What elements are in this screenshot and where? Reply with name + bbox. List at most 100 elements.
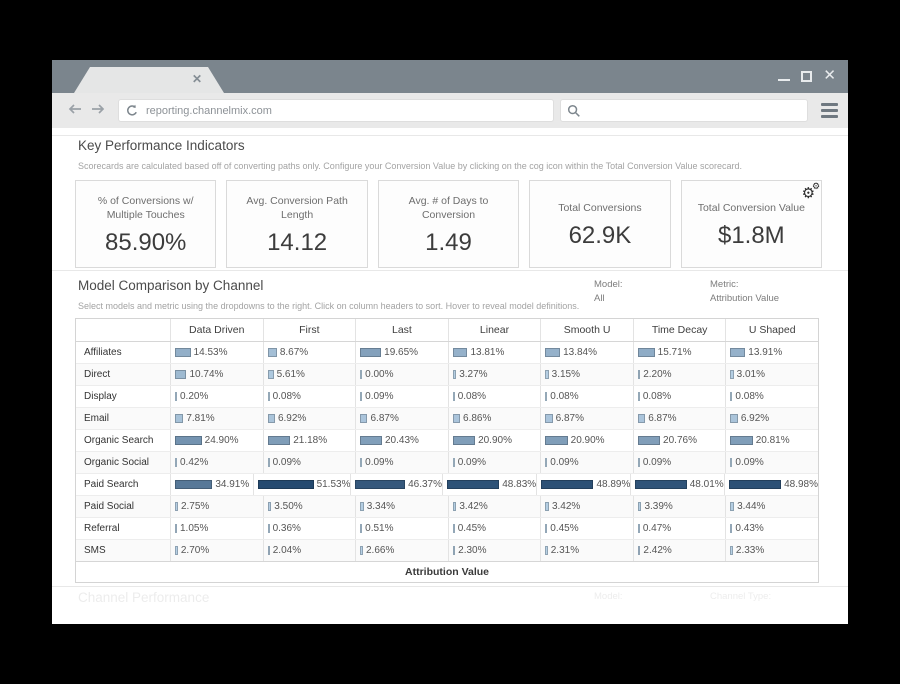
bar — [175, 458, 177, 467]
forward-icon[interactable] — [89, 101, 107, 117]
cell-value: 51.53% — [316, 479, 351, 490]
bar — [730, 524, 733, 533]
cell-value: 20.81% — [755, 435, 790, 446]
gear-icon[interactable]: ⚙ ⚙ — [801, 181, 821, 202]
cell-value: 20.90% — [478, 435, 512, 446]
table-header-cell[interactable]: U Shaped — [725, 319, 818, 341]
bar — [267, 370, 274, 379]
bar — [175, 524, 177, 533]
tab-close-icon[interactable]: ✕ — [191, 72, 202, 86]
bar — [175, 392, 177, 401]
kpi-card-value: 14.12 — [267, 228, 328, 256]
cell-value: 0.42% — [180, 457, 209, 468]
table-cell: 6.92% — [725, 408, 818, 429]
bar — [452, 370, 457, 379]
bar — [730, 348, 746, 357]
table-cell: 2.70% — [170, 540, 263, 561]
row-label: Organic Search — [84, 435, 154, 446]
kpi-card-label: Avg. Conversion Path Length — [246, 194, 348, 221]
cell-value: 46.37% — [408, 479, 443, 490]
table-cell: 3.42% — [540, 496, 633, 517]
cell-value: 0.09% — [457, 457, 487, 468]
cell-value: 0.00% — [365, 369, 394, 380]
row-label: Paid Search — [84, 479, 139, 490]
kpi-card: Avg. Conversion Path Length 14.12 — [226, 180, 368, 268]
divider — [52, 135, 848, 136]
cell-value: 3.34% — [366, 501, 396, 512]
table-cell: 0.00% — [355, 364, 448, 385]
address-input-wrap — [118, 99, 554, 122]
table-cell: 8.67% — [262, 342, 356, 363]
table-header-cell[interactable]: Time Decay — [632, 319, 726, 341]
cell-value: 0.09% — [735, 457, 764, 468]
browser-tab[interactable]: ✕ — [74, 67, 224, 93]
table-row: SMS 2.70% 2.04% 2.66% 2.30% 2.31% 2.42% 2.33% — [76, 539, 818, 561]
table-header-cell[interactable]: Linear — [447, 319, 541, 341]
cell-value: 0.47% — [642, 523, 672, 534]
bar — [637, 524, 640, 533]
bar — [360, 458, 363, 467]
table-cell: 10.74% — [170, 364, 263, 385]
refresh-icon[interactable] — [125, 104, 139, 118]
cell-value: 0.45% — [457, 523, 487, 534]
table-cell: 0.09% — [355, 452, 448, 473]
table-row: Referral 1.05% 0.36% 0.51% 0.45% 0.45% 0.47% 0.… — [76, 517, 818, 539]
table-header-cell[interactable]: Smooth U — [540, 319, 633, 341]
table-header-cell[interactable]: Last — [355, 319, 448, 341]
cell-value: 3.01% — [736, 369, 765, 380]
table-cell: 0.47% — [632, 518, 726, 539]
table-cell: 48.98% — [723, 474, 818, 495]
bar — [545, 458, 548, 467]
bar — [541, 480, 594, 489]
bar — [545, 524, 548, 533]
table-cell: 2.75% — [170, 496, 263, 517]
search-icon — [567, 104, 581, 118]
divider — [52, 270, 848, 271]
kpi-section-subtitle: Scorecards are calculated based off of c… — [78, 161, 743, 171]
cell-value: 24.90% — [204, 435, 239, 446]
bar — [730, 414, 738, 423]
search-input[interactable] — [587, 104, 801, 117]
bar — [728, 480, 782, 489]
kpi-card-value: $1.8M — [717, 221, 785, 249]
cell-value: 0.09% — [272, 457, 301, 468]
table-cell: 51.53% — [253, 474, 350, 495]
bar — [545, 348, 561, 357]
table-cell: 0.43% — [725, 518, 818, 539]
minimize-icon[interactable] — [778, 79, 791, 81]
bar — [360, 392, 363, 401]
address-input[interactable] — [146, 104, 547, 117]
metric-dropdown-value[interactable]: Attribution Value — [710, 293, 780, 304]
table-cell: 0.09% — [540, 452, 633, 473]
bar — [545, 414, 553, 423]
table-cell: 0.09% — [355, 386, 448, 407]
bar — [452, 524, 455, 533]
model-dropdown-value[interactable]: All — [594, 293, 605, 304]
bar — [730, 392, 733, 401]
back-icon[interactable] — [66, 101, 84, 117]
bar — [452, 436, 476, 445]
cell-value: 2.70% — [180, 545, 210, 556]
bar — [637, 392, 640, 401]
table-header-cell[interactable]: Data Driven — [170, 319, 263, 341]
metric-dropdown-label: Metric: — [710, 279, 739, 290]
bar — [730, 546, 733, 555]
table-cell: 48.83% — [442, 474, 536, 495]
row-label: Affiliates — [84, 347, 122, 358]
model-comparison-subtitle: Select models and metric using the dropd… — [78, 301, 580, 311]
table-cell: 2.66% — [355, 540, 448, 561]
row-label: Display — [84, 391, 117, 402]
kpi-card-value: 85.90% — [105, 228, 187, 256]
menu-icon[interactable] — [821, 103, 838, 118]
model-dropdown-label: Model: — [594, 279, 623, 290]
bar — [447, 480, 500, 489]
table-cell: 24.90% — [170, 430, 263, 451]
cell-value: 48.01% — [689, 479, 724, 490]
table-cell: 3.50% — [262, 496, 356, 517]
bar — [175, 348, 191, 357]
bar — [267, 458, 270, 467]
bar — [258, 480, 314, 489]
table-header-cell[interactable]: First — [262, 319, 356, 341]
close-icon[interactable]: ✕ — [823, 67, 836, 84]
maximize-icon[interactable] — [801, 70, 813, 82]
